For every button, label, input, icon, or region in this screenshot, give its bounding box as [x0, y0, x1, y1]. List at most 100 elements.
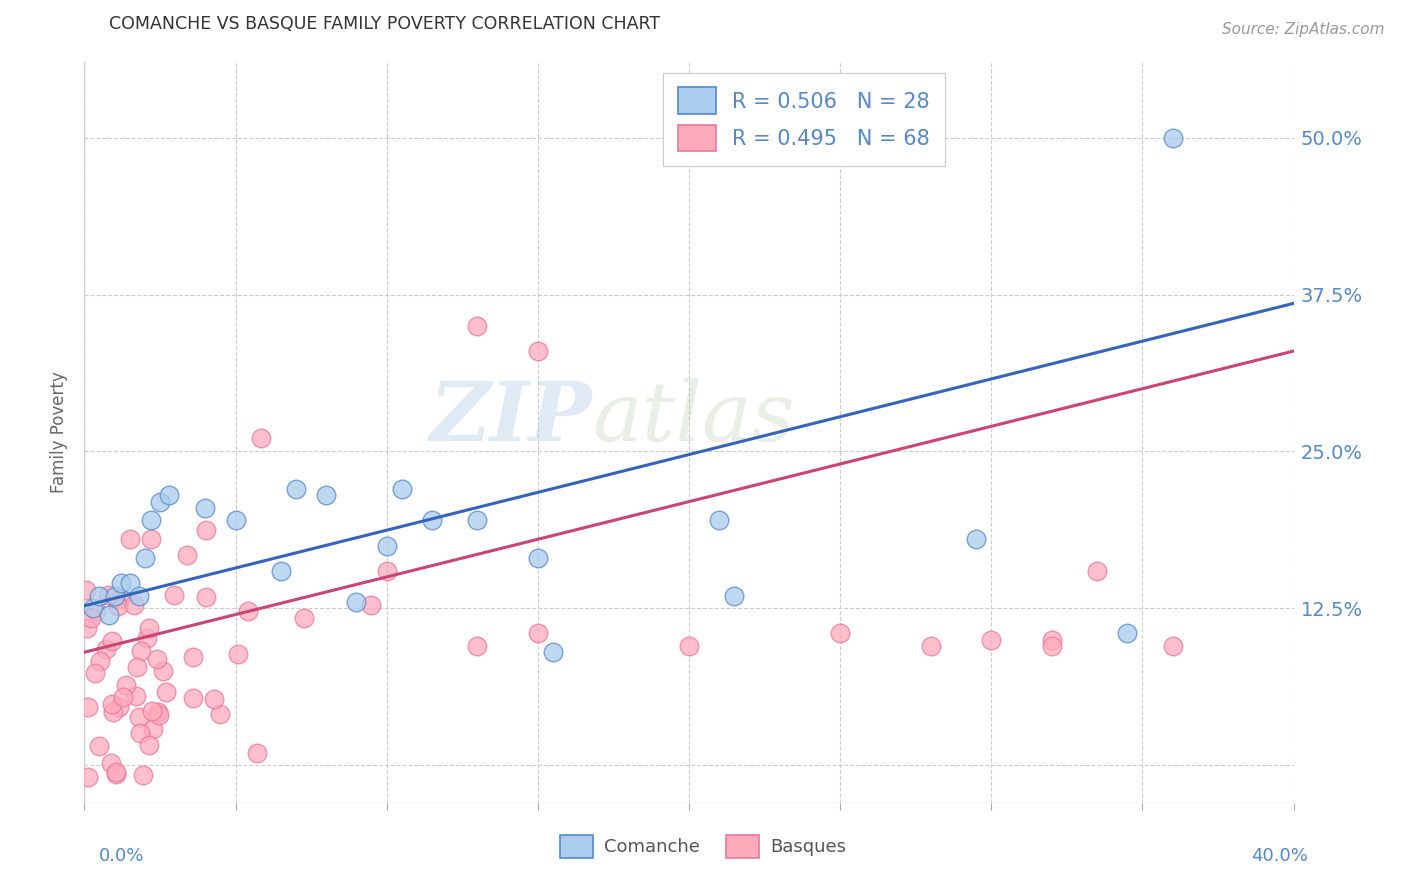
Point — [118, 576, 141, 591]
Point — [375, 564, 398, 578]
Point — [155, 685, 177, 699]
Point — [87, 739, 110, 753]
Point — [360, 598, 382, 612]
Point — [1161, 130, 1184, 145]
Point — [391, 482, 413, 496]
Point — [152, 664, 174, 678]
Point — [194, 500, 217, 515]
Point — [89, 654, 111, 668]
Point — [128, 710, 150, 724]
Point — [84, 604, 107, 618]
Point — [124, 599, 146, 613]
Point — [134, 551, 156, 566]
Point — [920, 639, 942, 653]
Point — [112, 690, 135, 705]
Point — [1040, 632, 1063, 647]
Point — [94, 642, 117, 657]
Point — [467, 513, 489, 527]
Point — [97, 607, 120, 622]
Text: 40.0%: 40.0% — [1251, 847, 1308, 865]
Point — [163, 588, 186, 602]
Point — [77, 699, 100, 714]
Point — [1116, 626, 1139, 640]
Point — [292, 610, 315, 624]
Point — [723, 589, 745, 603]
Point — [236, 604, 259, 618]
Point — [101, 697, 124, 711]
Point — [225, 513, 247, 527]
Point — [138, 621, 160, 635]
Point — [541, 645, 564, 659]
Y-axis label: Family Poverty: Family Poverty — [51, 372, 69, 493]
Point — [527, 626, 550, 640]
Point — [76, 621, 98, 635]
Point — [75, 583, 97, 598]
Point — [527, 551, 550, 566]
Text: atlas: atlas — [592, 378, 794, 458]
Point — [104, 589, 127, 603]
Point — [101, 705, 124, 719]
Point — [194, 590, 217, 604]
Point — [250, 431, 273, 445]
Point — [346, 595, 368, 609]
Point — [125, 689, 148, 703]
Point — [157, 488, 180, 502]
Point — [709, 513, 731, 527]
Point — [131, 767, 153, 781]
Point — [115, 678, 138, 692]
Point — [246, 746, 269, 760]
Point — [181, 650, 204, 665]
Point — [104, 765, 127, 780]
Text: ZIP: ZIP — [430, 378, 592, 458]
Point — [136, 632, 159, 646]
Legend: R = 0.506   N = 28, R = 0.495   N = 68: R = 0.506 N = 28, R = 0.495 N = 68 — [664, 73, 945, 166]
Point — [138, 738, 160, 752]
Point — [128, 589, 150, 603]
Point — [148, 708, 170, 723]
Point — [76, 770, 98, 784]
Point — [100, 756, 122, 771]
Point — [1085, 564, 1108, 578]
Point — [183, 691, 205, 706]
Point — [830, 626, 852, 640]
Point — [209, 706, 232, 721]
Point — [375, 539, 398, 553]
Point — [125, 659, 148, 673]
Legend: Comanche, Basques: Comanche, Basques — [553, 828, 853, 865]
Point — [527, 344, 550, 359]
Point — [142, 723, 165, 737]
Point — [226, 647, 249, 661]
Point — [89, 589, 111, 603]
Point — [678, 639, 700, 653]
Point — [139, 532, 162, 546]
Point — [980, 632, 1002, 647]
Point — [202, 692, 225, 706]
Point — [118, 532, 141, 546]
Point — [148, 705, 170, 719]
Point — [84, 666, 107, 681]
Point — [1161, 639, 1184, 653]
Point — [100, 633, 122, 648]
Point — [129, 643, 152, 657]
Point — [1040, 639, 1063, 653]
Point — [107, 599, 129, 614]
Point — [285, 482, 308, 496]
Point — [139, 513, 162, 527]
Point — [270, 564, 292, 578]
Point — [315, 488, 337, 502]
Point — [965, 533, 987, 547]
Point — [108, 699, 131, 714]
Point — [104, 766, 127, 780]
Point — [176, 549, 198, 563]
Text: COMANCHE VS BASQUE FAMILY POVERTY CORRELATION CHART: COMANCHE VS BASQUE FAMILY POVERTY CORREL… — [108, 15, 659, 33]
Point — [82, 601, 104, 615]
Point — [97, 588, 120, 602]
Point — [467, 318, 489, 333]
Point — [80, 611, 103, 625]
Point — [149, 494, 172, 508]
Point — [420, 513, 443, 527]
Point — [467, 639, 489, 653]
Point — [110, 576, 132, 591]
Point — [141, 705, 163, 719]
Text: Source: ZipAtlas.com: Source: ZipAtlas.com — [1222, 22, 1385, 37]
